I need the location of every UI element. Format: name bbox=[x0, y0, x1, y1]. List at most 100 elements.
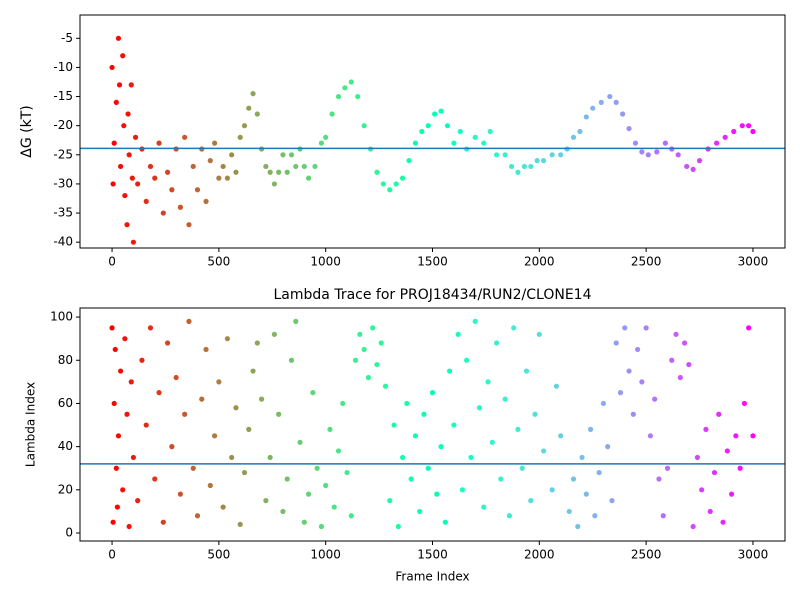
point bbox=[121, 123, 127, 129]
point bbox=[113, 99, 119, 105]
point bbox=[540, 448, 547, 454]
y-axis-label: ΔG (kT) bbox=[19, 105, 35, 157]
point bbox=[487, 128, 493, 135]
y-tick-label: 20 bbox=[58, 482, 73, 496]
point bbox=[271, 181, 278, 187]
point bbox=[408, 476, 414, 482]
y-tick-label: -5 bbox=[61, 31, 73, 45]
point bbox=[129, 175, 135, 181]
point bbox=[115, 433, 122, 439]
point bbox=[451, 422, 457, 428]
point bbox=[314, 465, 320, 471]
point bbox=[211, 140, 218, 146]
point bbox=[660, 513, 666, 519]
y-tick-label: -25 bbox=[53, 147, 73, 161]
point bbox=[481, 504, 487, 510]
point bbox=[421, 411, 427, 417]
point bbox=[109, 325, 115, 331]
point bbox=[246, 426, 252, 432]
point bbox=[684, 163, 690, 170]
point bbox=[130, 239, 137, 245]
point bbox=[406, 158, 412, 164]
point bbox=[399, 454, 406, 461]
point bbox=[147, 163, 154, 170]
point bbox=[493, 152, 500, 158]
point bbox=[485, 379, 491, 385]
point bbox=[654, 149, 660, 155]
point bbox=[459, 487, 466, 493]
x-tick-label: 1000 bbox=[310, 548, 341, 562]
point bbox=[468, 454, 474, 461]
point bbox=[122, 336, 128, 342]
point bbox=[714, 140, 720, 146]
point bbox=[117, 163, 124, 170]
point bbox=[250, 368, 256, 374]
point bbox=[122, 192, 128, 199]
point bbox=[549, 152, 555, 158]
point bbox=[365, 374, 372, 381]
point bbox=[310, 390, 316, 396]
point bbox=[425, 465, 431, 471]
point bbox=[229, 454, 235, 461]
point bbox=[284, 476, 290, 482]
point bbox=[199, 396, 205, 402]
point bbox=[258, 396, 265, 402]
point bbox=[357, 331, 363, 337]
point bbox=[558, 152, 564, 158]
point bbox=[254, 111, 260, 117]
point bbox=[532, 411, 538, 417]
point bbox=[639, 379, 645, 385]
point bbox=[523, 368, 530, 374]
point bbox=[186, 222, 192, 228]
point bbox=[241, 469, 248, 476]
point bbox=[305, 175, 312, 181]
y-tick-label: -10 bbox=[53, 60, 73, 74]
point bbox=[739, 123, 745, 129]
point bbox=[733, 433, 739, 439]
point bbox=[194, 513, 201, 519]
point bbox=[395, 523, 401, 530]
point bbox=[686, 361, 692, 368]
point bbox=[194, 187, 201, 193]
point bbox=[109, 64, 115, 71]
point bbox=[342, 85, 348, 91]
axes-frame bbox=[79, 307, 786, 542]
point bbox=[361, 123, 367, 129]
point bbox=[521, 163, 527, 170]
point bbox=[288, 152, 295, 158]
point bbox=[412, 433, 419, 439]
point bbox=[570, 476, 577, 482]
point bbox=[626, 368, 632, 374]
point bbox=[182, 411, 188, 417]
x-tick-label: 2500 bbox=[631, 548, 662, 562]
point bbox=[331, 504, 337, 510]
point bbox=[361, 346, 367, 353]
point bbox=[707, 508, 713, 515]
point bbox=[233, 405, 239, 411]
point bbox=[442, 519, 448, 525]
point bbox=[237, 134, 243, 140]
point bbox=[600, 400, 607, 407]
point bbox=[399, 175, 406, 181]
point bbox=[444, 123, 451, 129]
point bbox=[590, 105, 596, 111]
point bbox=[677, 374, 683, 381]
point bbox=[374, 169, 380, 175]
point bbox=[125, 111, 131, 117]
point bbox=[481, 140, 487, 146]
point bbox=[169, 444, 175, 450]
point bbox=[293, 318, 299, 324]
point bbox=[613, 99, 619, 105]
point bbox=[446, 368, 453, 374]
point bbox=[177, 204, 184, 210]
point bbox=[438, 444, 444, 450]
point bbox=[126, 523, 132, 530]
point bbox=[429, 390, 436, 396]
point bbox=[335, 93, 342, 100]
point bbox=[536, 331, 542, 337]
point bbox=[632, 140, 639, 146]
point bbox=[207, 482, 213, 489]
point bbox=[502, 152, 508, 158]
point bbox=[152, 476, 158, 482]
